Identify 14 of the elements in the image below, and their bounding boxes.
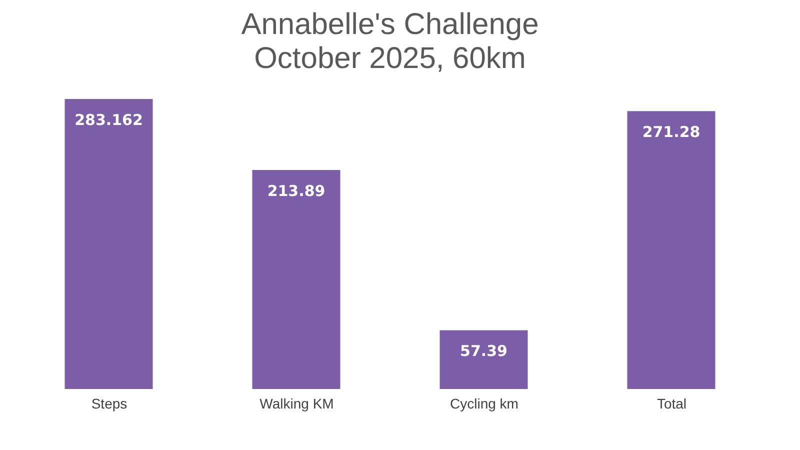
bar: [440, 330, 528, 389]
chart-title: Annabelle's Challenge: [241, 8, 539, 41]
bar: [64, 99, 153, 389]
data-label: 271.28: [642, 123, 700, 142]
data-label: 213.89: [267, 182, 326, 200]
data-label: 57.39: [460, 342, 508, 360]
chart-subtitle: October 2025, 60km: [254, 42, 526, 75]
x-tick-label: Walking KM: [260, 396, 334, 412]
bar: [252, 170, 340, 389]
x-tick-label: Cycling km: [450, 396, 518, 412]
x-tick-label: Total: [656, 396, 687, 412]
x-tick-label: Steps: [91, 396, 128, 412]
data-label: 283.162: [74, 111, 143, 129]
bar: [627, 111, 716, 389]
